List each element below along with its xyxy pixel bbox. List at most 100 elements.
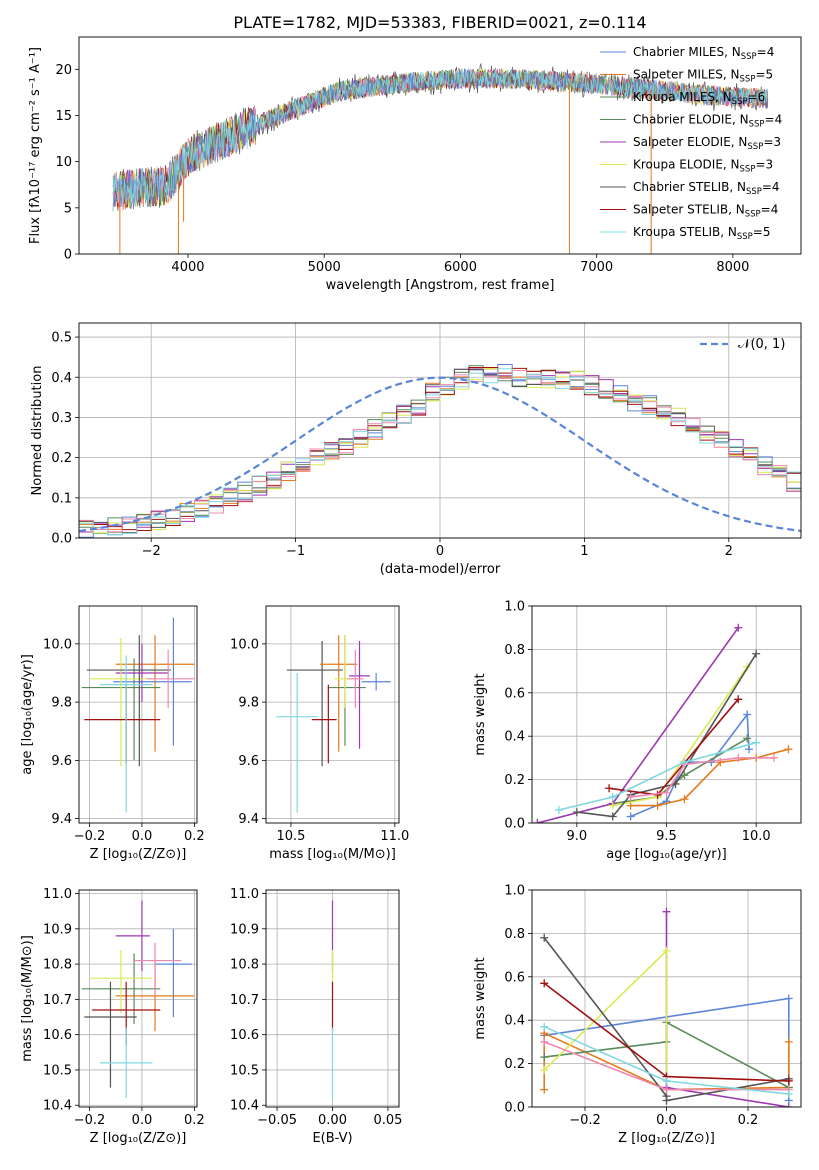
series-line (558, 741, 757, 811)
data-point (752, 649, 761, 658)
axes-frame (78, 36, 802, 255)
histogram-step (79, 368, 801, 536)
legend-entry-base: Kroupa STELIB, N (633, 225, 737, 239)
y-tick-label: 0.2 (51, 451, 72, 466)
y-tick-label: 10.7 (230, 993, 259, 1008)
data-point (662, 1085, 671, 1094)
y-tick-label: 10.4 (43, 1099, 72, 1114)
legend-entry-tail: =6 (748, 90, 766, 104)
histogram-step (79, 368, 801, 533)
x-tick-label: 9.0 (566, 829, 587, 844)
axes: 4000 5000 6000 7000 8000 0 5 10 15 20 wavelength [… (28, 36, 802, 293)
y-tick-label: 10.9 (43, 922, 72, 937)
x-axis-label: Z [log₁₀(Z/Z⊙)] (618, 1131, 715, 1146)
data-point (734, 623, 743, 632)
data-point (533, 819, 542, 823)
data-point (680, 795, 689, 804)
legend-entry-tail: =3 (763, 135, 781, 149)
y-tick-label: 0.8 (504, 643, 525, 658)
panel-mass_vs_Z: −0.2 0.0 0.2 10.4 10.5 10.6 10.7 10.8 10.9 11.0 Z … (20, 887, 205, 1146)
x-tick-label: 6000 (444, 260, 477, 275)
x-tick-label: 0.2 (738, 1113, 759, 1128)
legend-entry-sub: SSP (747, 142, 763, 152)
plot-area (81, 900, 195, 1099)
data-point (734, 753, 743, 762)
data-point (680, 758, 689, 767)
y-tick-label: 11.0 (43, 887, 72, 902)
data-point (626, 792, 635, 801)
y-tick-label: 0.1 (51, 491, 72, 506)
data-point (662, 907, 671, 916)
x-tick-label: 0.2 (184, 1113, 205, 1128)
data-point (608, 801, 617, 810)
legend-entry-sub: SSP (732, 97, 748, 107)
y-tick-label: 9.6 (51, 754, 72, 769)
x-tick-label: 10.5 (276, 829, 305, 844)
y-tick-label: 0.2 (504, 1057, 525, 1072)
y-tick-label: 0.2 (504, 773, 525, 788)
x-tick-label: 0.0 (132, 1113, 153, 1128)
data-point (784, 1037, 793, 1046)
legend-entry-tail: =5 (755, 68, 773, 82)
legend-entry-tail: =4 (761, 203, 779, 217)
x-tick-label: 11.0 (380, 829, 409, 844)
data-point (784, 1076, 793, 1085)
legend-entry-sub: SSP (737, 232, 753, 242)
x-tick-label: −2 (142, 544, 161, 559)
axes: −0.2 0.0 0.2 10.4 10.5 10.6 10.7 10.8 10.9 11.0 Z … (20, 887, 205, 1146)
y-tick-label: 10.6 (230, 1028, 259, 1043)
axes-frame (531, 889, 802, 1108)
axes-frame (78, 322, 802, 539)
legend-entry-tail: =4 (762, 180, 780, 194)
legend-entry-base: Chabrier ELODIE, N (633, 113, 749, 127)
y-axis-label: Flux [fλ10⁻¹⁷ erg cm⁻² s⁻¹ A⁻¹] (28, 47, 43, 244)
panel-massweight_vs_age: 9.0 9.5 10.0 0.0 0.2 0.4 0.6 0.8 1.0 age [log₁₀(a… (473, 600, 802, 862)
y-tick-label: 10.4 (230, 1099, 259, 1114)
data-point (662, 788, 671, 797)
y-tick-label: 0.0 (504, 1101, 525, 1116)
legend-entry: Chabrier MILES, NSSP=4 (633, 45, 774, 62)
x-axis-label: (data-model)/error (380, 562, 501, 577)
panel-massweight_vs_Z: −0.2 0.0 0.2 0.0 0.2 0.4 0.6 0.8 1.0 Z [log₁₀(Z/Z… (473, 884, 802, 1146)
x-tick-label: 4000 (171, 260, 204, 275)
y-tick-label: 10.0 (230, 637, 259, 652)
y-tick-label: 9.8 (238, 696, 259, 711)
y-tick-label: 0.3 (51, 411, 72, 426)
gaussian-curve (79, 376, 801, 533)
y-tick-label: 9.4 (51, 812, 72, 827)
data-point (572, 808, 581, 817)
y-tick-label: 11.0 (230, 887, 259, 902)
legend-entry-tail: =4 (757, 45, 775, 59)
axes: −0.2 0.0 0.2 9.4 9.6 9.8 10.0 Z [log₁₀(Z/Z⊙)] ag… (20, 605, 205, 862)
x-axis-label: wavelength [Angstrom, rest frame] (326, 278, 555, 293)
legend-entry-tail: =4 (765, 113, 783, 127)
y-tick-label: 10.5 (43, 1063, 72, 1078)
legend-entry-base: Salpeter STELIB, N (633, 203, 745, 217)
legend-entry: Salpeter ELODIE, NSSP=3 (633, 135, 781, 152)
x-axis-label: Z [log₁₀(Z/Z⊙)] (90, 1131, 187, 1146)
axes-frame (78, 605, 198, 824)
x-tick-label: −0.2 (74, 829, 106, 844)
data-point (540, 1085, 549, 1094)
legend-entry-sub: SSP (741, 52, 757, 62)
y-tick-label: 10 (55, 155, 72, 170)
x-axis-label: age [log₁₀(age/yr)] (606, 847, 727, 862)
data-point (662, 946, 671, 955)
data-point (770, 753, 779, 762)
y-tick-label: 10.8 (43, 958, 72, 973)
x-tick-label: 0 (436, 544, 444, 559)
legend-entry: Kroupa MILES, NSSP=6 (633, 90, 765, 107)
axes: −0.2 0.0 0.2 0.0 0.2 0.4 0.6 0.8 1.0 Z [log₁₀(Z/Z… (473, 884, 802, 1146)
axes: −0.05 0.00 0.05 10.4 10.5 10.6 10.7 10.8 10.9 11.… (230, 887, 402, 1146)
axes-frame (78, 889, 198, 1108)
legend-entry-sub: SSP (740, 165, 756, 175)
x-tick-label: −0.05 (257, 1113, 297, 1128)
y-tick-label: 0.5 (51, 331, 72, 346)
y-axis-label: mass weight (473, 957, 488, 1039)
y-axis-label: age [log₁₀(age/yr)] (20, 654, 35, 775)
data-point (784, 994, 793, 1003)
grid-lines (266, 606, 399, 823)
y-tick-label: 5 (64, 201, 72, 216)
